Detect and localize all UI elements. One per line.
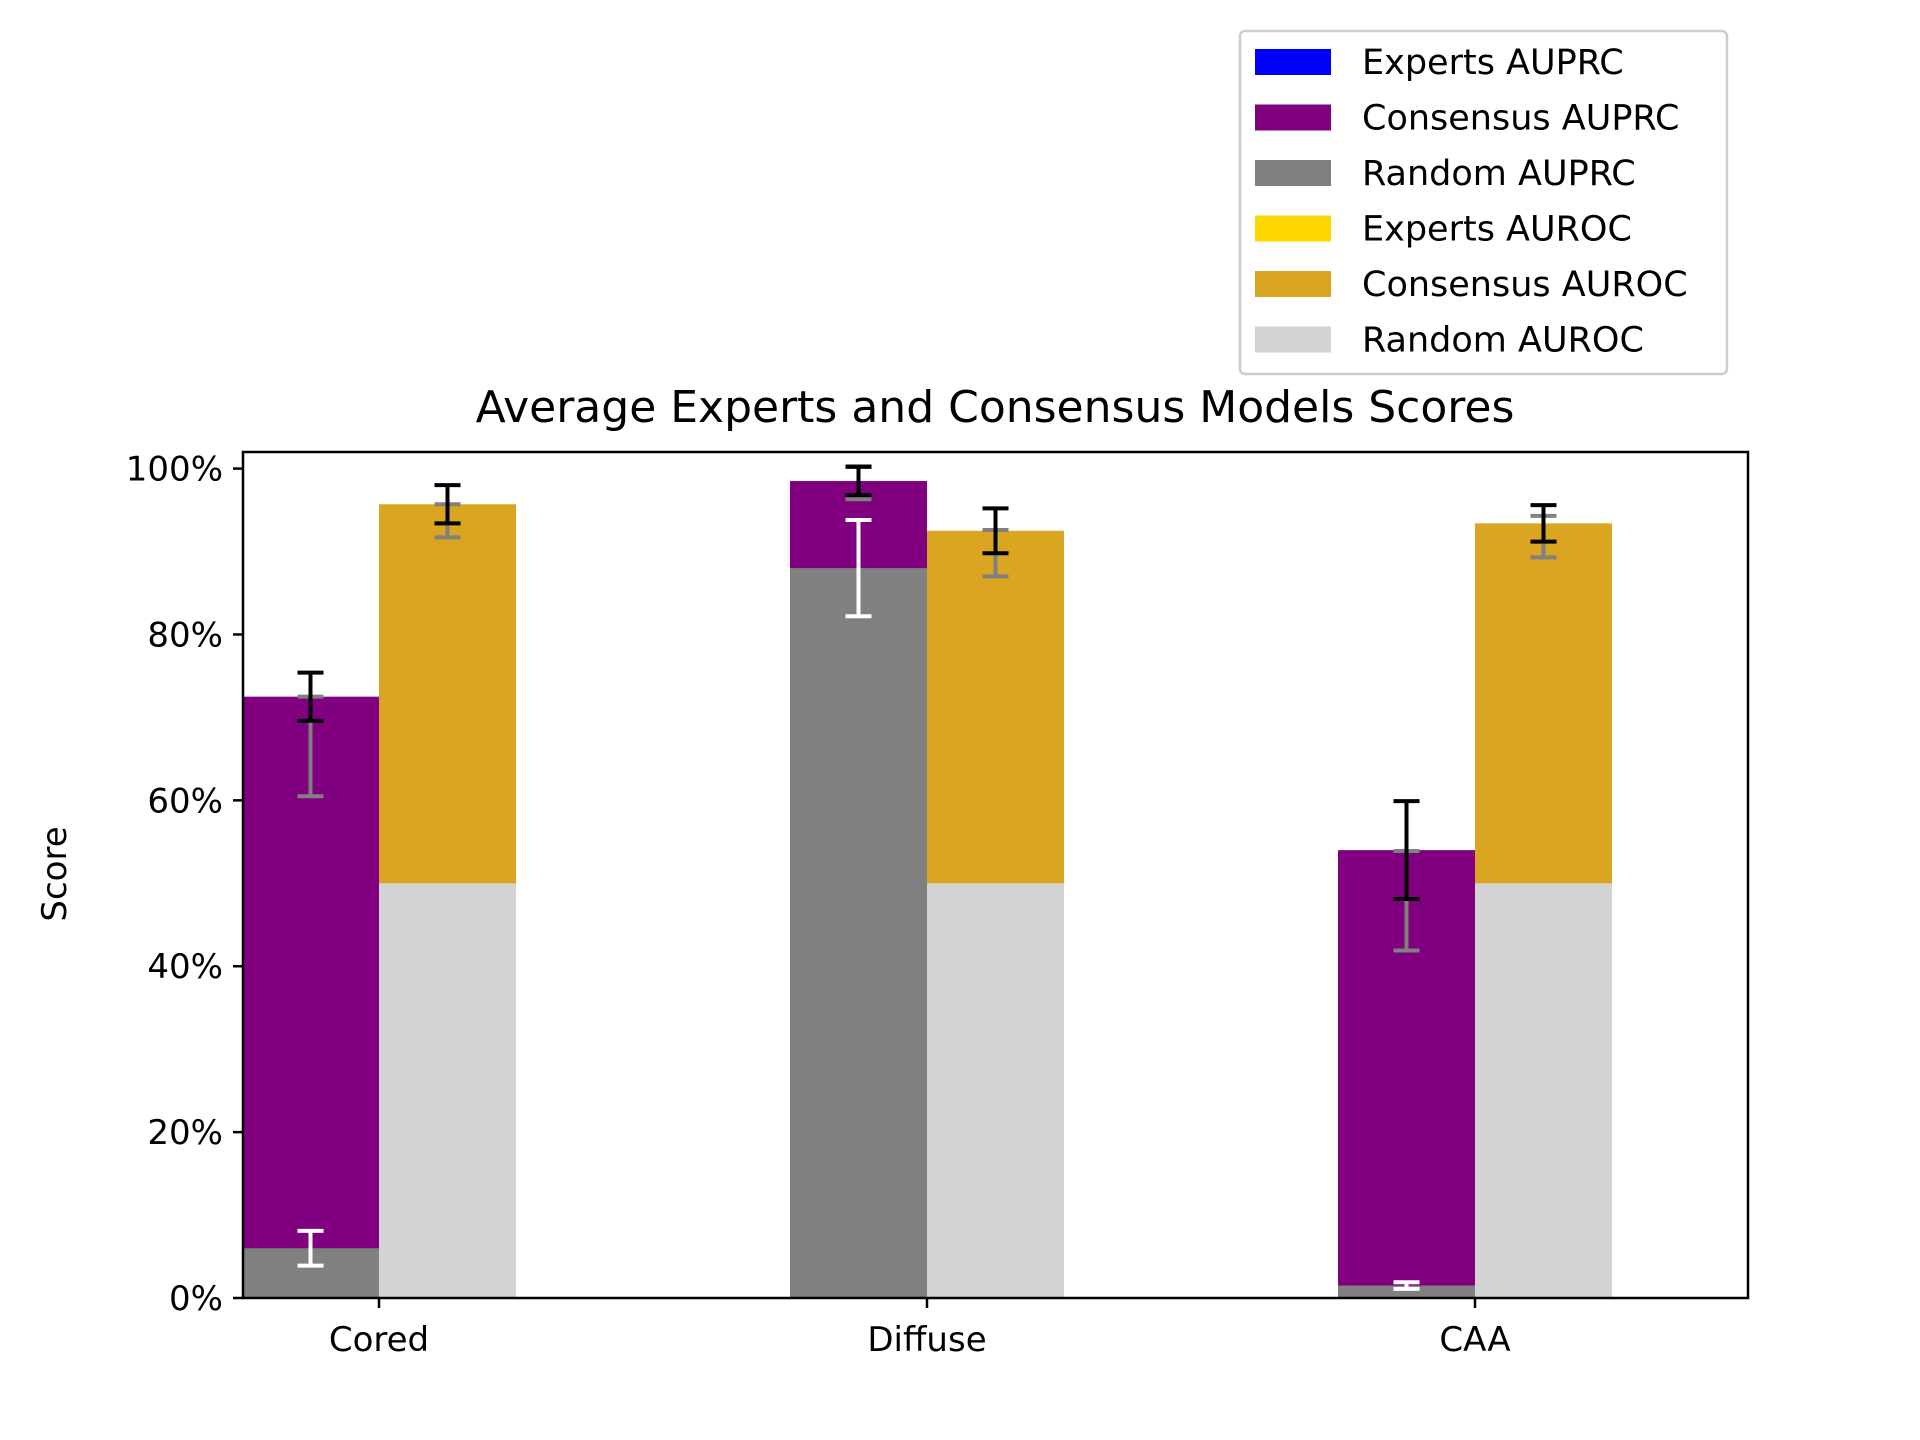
legend-label: Consensus AUPRC [1362, 99, 1679, 139]
legend: Experts AUPRC Consensus AUPRC Random AUPRC… [1238, 29, 1729, 376]
legend-label: Experts AUROC [1362, 210, 1632, 250]
legend-swatch [1255, 49, 1331, 75]
errorbar-random-auprc-cored [297, 1228, 324, 1268]
series-random-auroc [379, 883, 1612, 1298]
legend-item: Experts AUROC [1255, 210, 1632, 250]
x-tick-label: Cored [329, 1320, 429, 1360]
y-tick-label: 20% [147, 1113, 223, 1153]
bar-random-auroc-caa [1475, 883, 1612, 1298]
errorbars-consensus-auroc [434, 483, 1557, 556]
legend-swatch [1255, 271, 1331, 297]
chart-title: Average Experts and Consensus Models Sco… [476, 382, 1515, 433]
legend-item: Random AUROC [1255, 321, 1644, 361]
errorbar-consensus-auprc-diffuse [845, 464, 872, 498]
legend-item: Random AUPRC [1255, 154, 1636, 194]
errorbars-consensus-auprc [297, 464, 1420, 902]
legend-box [1238, 29, 1729, 376]
errorbars-random-auprc [297, 518, 1420, 1291]
errorbar-consensus-auroc-diffuse [982, 506, 1009, 556]
legend-label: Consensus AUROC [1362, 265, 1688, 305]
errorbar-random-auprc-diffuse [845, 518, 872, 619]
errorbar-consensus-auroc-cored [434, 483, 461, 526]
axes: 0% 20% 40% 60% 80% 100% Cored Diffuse CAA [126, 450, 1750, 1360]
errorbar-consensus-auroc-caa [1530, 503, 1557, 544]
y-tick-label: 80% [147, 615, 223, 655]
y-tick-label: 0% [169, 1279, 223, 1319]
plot-frame [241, 450, 1750, 1300]
legend-item: Experts AUPRC [1255, 43, 1624, 83]
series-random-auprc [242, 568, 1475, 1298]
legend-label: Random AUPRC [1362, 154, 1636, 194]
errorbar-random-auprc-caa [1393, 1280, 1420, 1291]
errorbar-consensus-auprc-cored [297, 670, 324, 723]
bar-random-auroc-diffuse [927, 883, 1064, 1298]
legend-label: Random AUROC [1362, 321, 1644, 361]
legend-swatch [1255, 215, 1331, 242]
bar-random-auprc-diffuse [790, 568, 927, 1298]
plot-area [242, 464, 1612, 1298]
legend-swatch [1255, 104, 1331, 131]
errorbar-consensus-auprc-caa [1393, 799, 1420, 902]
legend-item: Consensus AUPRC [1255, 99, 1679, 139]
x-tick-label: CAA [1439, 1320, 1510, 1360]
bar-random-auprc-caa [1338, 1285, 1475, 1298]
y-tick-label: 40% [147, 947, 223, 987]
bar-random-auroc-cored [379, 883, 516, 1298]
y-axis-label: Score [35, 826, 75, 921]
legend-swatch [1255, 326, 1331, 353]
x-tick-label: Diffuse [867, 1320, 986, 1360]
y-tick-label: 100% [126, 450, 223, 490]
legend-item: Consensus AUROC [1255, 265, 1688, 305]
y-tick-label: 60% [147, 781, 223, 821]
legend-label: Experts AUPRC [1362, 43, 1624, 83]
legend-swatch [1255, 160, 1331, 186]
